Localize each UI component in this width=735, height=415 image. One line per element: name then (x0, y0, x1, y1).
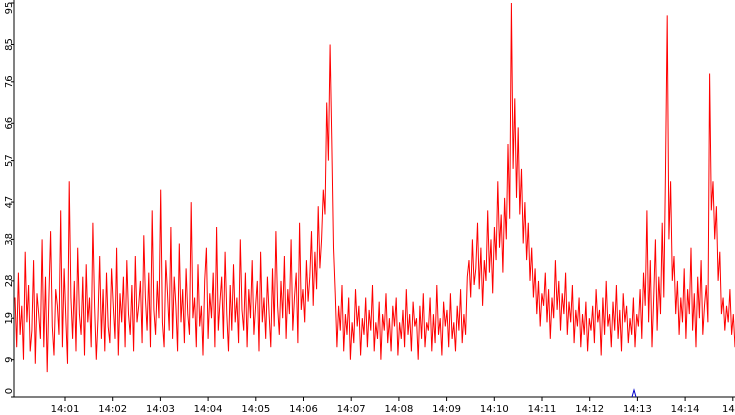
x-tick-label: 14:09 (432, 404, 461, 415)
series-line (14, 2, 735, 373)
x-tick-label: 14 (722, 404, 735, 415)
x-tick-label: 14:13 (623, 404, 652, 415)
y-tick-label: 47 (4, 196, 15, 209)
y-tick-label: 28 (4, 275, 15, 288)
x-tick-label: 14:07 (337, 404, 366, 415)
x-axis: 14:01 14:02 14:03 14:04 14:05 14:06 14:07 14:08… (14, 396, 735, 415)
x-tick-label: 14:03 (146, 404, 175, 415)
x-tick-label: 14:12 (575, 404, 604, 415)
y-tick-label: 38 (4, 233, 15, 246)
x-tick-label: 14:10 (480, 404, 509, 415)
y-tick-label: 0 (4, 388, 15, 394)
x-tick-label: 14:14 (671, 404, 700, 415)
x-tick-label: 14:11 (528, 404, 557, 415)
y-tick-label: 19 (4, 312, 15, 325)
blue-spike-marker (631, 388, 637, 398)
y-tick-label: 85 (4, 38, 15, 51)
y-tick-label: 76 (4, 75, 15, 88)
x-tick-label: 14:06 (289, 404, 318, 415)
x-tick-label: 14:05 (241, 404, 270, 415)
x-tick-label: 14:02 (98, 404, 127, 415)
y-tick-label: 57 (4, 154, 15, 167)
x-tick-label: 14:04 (194, 404, 223, 415)
x-tick-label: 14:01 (51, 404, 80, 415)
y-tick-label: 66 (4, 117, 15, 130)
y-axis: 0 9 19 28 38 47 57 66 76 85 95 (4, 0, 15, 398)
x-tick-label: 14:08 (384, 404, 413, 415)
y-tick-label: 9 (4, 356, 15, 362)
y-tick-label: 95 (4, 2, 15, 15)
